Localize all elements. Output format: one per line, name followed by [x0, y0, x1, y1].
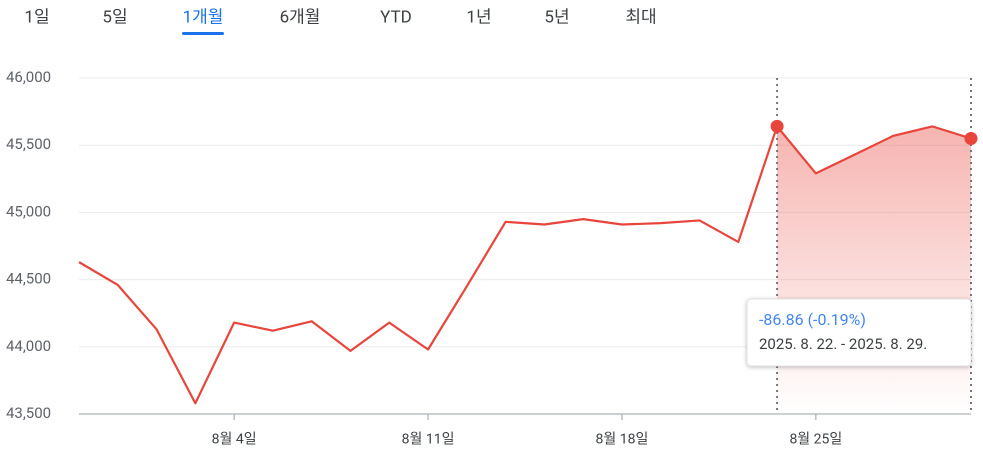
x-tick-label: 8월 11일	[402, 432, 455, 448]
tab-underline	[182, 32, 224, 35]
range-tab[interactable]: 5일	[102, 7, 127, 27]
x-tick-label: 8월 4일	[212, 432, 257, 448]
range-tab[interactable]: 최대	[625, 7, 656, 27]
range-tab[interactable]: 1일	[24, 7, 49, 27]
range-tab[interactable]: 1년	[466, 7, 491, 27]
highlight-point	[964, 131, 978, 145]
highlight-area	[777, 126, 971, 414]
x-tick-label: 8월 18일	[596, 432, 649, 448]
tooltip-change: -86.86 (-0.19%)	[759, 310, 866, 329]
y-tick-label: 43,500	[6, 404, 51, 422]
range-tab[interactable]: 1개월	[183, 7, 224, 27]
range-tab[interactable]: 5년	[544, 7, 569, 27]
x-tick-label: 8월 25일	[789, 432, 842, 448]
price-line	[78, 125, 972, 405]
y-tick-label: 46,000	[6, 68, 51, 86]
highlight-point	[770, 119, 784, 133]
y-tick-label: 44,500	[6, 270, 51, 288]
y-tick-label: 45,000	[6, 202, 51, 220]
range-tab[interactable]: 6개월	[280, 7, 321, 27]
y-tick-label: 45,500	[6, 135, 51, 153]
tooltip-period: 2025. 8. 22. - 2025. 8. 29.	[759, 335, 927, 353]
range-tab[interactable]: YTD	[380, 7, 412, 27]
tooltip-box	[746, 298, 972, 367]
y-tick-label: 44,000	[6, 337, 51, 355]
tooltip: -86.86 (-0.19%) 2025. 8. 22. - 2025. 8. 2…	[746, 298, 972, 367]
